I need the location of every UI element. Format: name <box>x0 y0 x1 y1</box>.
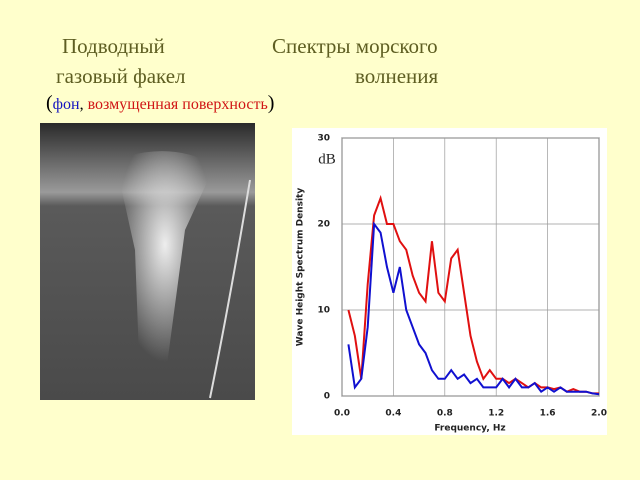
y-tick-label: 30 <box>317 134 330 144</box>
paren: ( <box>46 92 53 114</box>
x-label: Frequency, Hz <box>434 424 505 434</box>
y-label: Wave Height Spectrum Density <box>296 188 306 347</box>
chart-bg <box>292 128 607 435</box>
y-tick-label: 10 <box>317 306 330 316</box>
x-tick-label: 1.2 <box>488 409 504 419</box>
right-title-1: Спектры морского <box>272 34 438 58</box>
y-tick-label: 0 <box>324 392 330 402</box>
x-tick-label: 1.6 <box>540 409 556 419</box>
series-line <box>347 221 600 396</box>
right-title-2: волнения <box>355 64 439 88</box>
caption: (фон, возмущенная поверхность) <box>46 92 274 115</box>
x-tick-label: 2.0 <box>591 409 607 419</box>
left-title-1: Подводный <box>62 34 165 58</box>
plume <box>115 151 215 385</box>
x-tick-label: 0.8 <box>437 409 453 419</box>
series-line <box>347 194 599 395</box>
left-title-2: газовый факел <box>56 64 186 88</box>
annotation: dB <box>318 151 336 167</box>
x-tick-label: 0.4 <box>385 409 401 419</box>
caption-blue: фон <box>52 96 80 113</box>
y-tick-label: 20 <box>317 220 330 230</box>
x-tick-label: 0.0 <box>334 409 350 419</box>
paren: ) <box>267 92 275 114</box>
cable <box>209 179 251 399</box>
caption-red: возмущенная поверхность <box>87 96 268 113</box>
comma: , <box>79 96 88 113</box>
